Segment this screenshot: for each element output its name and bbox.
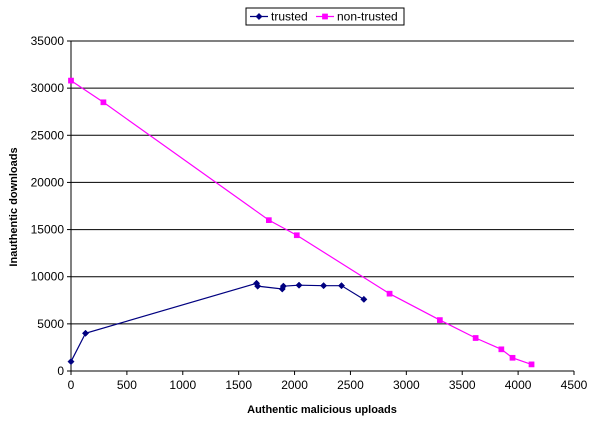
data-point-non-trusted-8: [509, 354, 516, 361]
data-point-trusted-3: [254, 282, 262, 290]
data-point-non-trusted-1: [100, 99, 107, 106]
y-tick-label-25000: 25000: [31, 128, 65, 142]
y-tick-label-5000: 5000: [37, 317, 64, 331]
y-tick-label-15000: 15000: [31, 223, 65, 237]
x-tick-label-0: 0: [68, 378, 75, 392]
x-tick-label-1000: 1000: [169, 378, 196, 392]
data-point-trusted-5: [279, 282, 287, 290]
legend-item-trusted: trusted: [250, 10, 308, 24]
x-tick-label-3500: 3500: [449, 378, 476, 392]
legend: trusted non-trusted: [245, 7, 405, 26]
data-point-non-trusted-0: [68, 77, 74, 84]
data-point-trusted-8: [337, 282, 346, 290]
series-non-trusted: [68, 77, 535, 368]
legend-item-non-trusted: non-trusted: [316, 10, 398, 24]
data-point-non-trusted-7: [498, 346, 505, 353]
y-tick-label-20000: 20000: [31, 175, 65, 189]
data-point-trusted-9: [360, 295, 368, 303]
data-point-trusted-7: [320, 282, 328, 290]
series-group: [67, 77, 535, 368]
x-axis-title: Authentic malicious uploads: [247, 404, 397, 416]
data-point-non-trusted-4: [386, 290, 393, 297]
x-tick-label-500: 500: [117, 378, 137, 392]
legend-swatch-marker-trusted: [255, 12, 263, 21]
data-point-non-trusted-5: [437, 317, 443, 323]
y-tick-label-0: 0: [57, 364, 64, 378]
x-tick-label-2500: 2500: [337, 378, 364, 392]
data-point-trusted-0: [67, 358, 75, 366]
series-trusted: [67, 279, 368, 366]
axes: [67, 40, 575, 375]
series-line-non-trusted: [70, 80, 532, 365]
data-point-trusted-1: [81, 329, 90, 337]
legend-swatch-marker-non-trusted: [322, 13, 328, 20]
gridlines: [71, 40, 574, 325]
data-point-non-trusted-9: [528, 361, 535, 368]
x-tick-label-4500: 4500: [561, 378, 588, 392]
legend-label-trusted: trusted: [271, 10, 308, 24]
y-tick-label-30000: 30000: [31, 81, 65, 95]
data-point-non-trusted-6: [472, 335, 479, 341]
x-tick-label-4000: 4000: [505, 378, 532, 392]
y-tick-label-35000: 35000: [31, 34, 65, 48]
y-axis-title: Inauthentic downloads: [8, 147, 20, 266]
series-line-trusted: [70, 282, 365, 362]
tick-labels: 0 5000 10000 15000 20000 25000 30000 35000 0 500 1…: [31, 34, 588, 392]
y-tick-label-10000: 10000: [31, 270, 65, 284]
x-tick-label-1500: 1500: [225, 378, 252, 392]
x-tick-label-3000: 3000: [393, 378, 420, 392]
data-point-trusted-6: [295, 281, 303, 289]
data-point-non-trusted-2: [265, 217, 272, 223]
data-point-non-trusted-3: [293, 232, 300, 239]
x-tick-label-2000: 2000: [281, 378, 308, 392]
legend-label-non-trusted: non-trusted: [337, 10, 398, 24]
